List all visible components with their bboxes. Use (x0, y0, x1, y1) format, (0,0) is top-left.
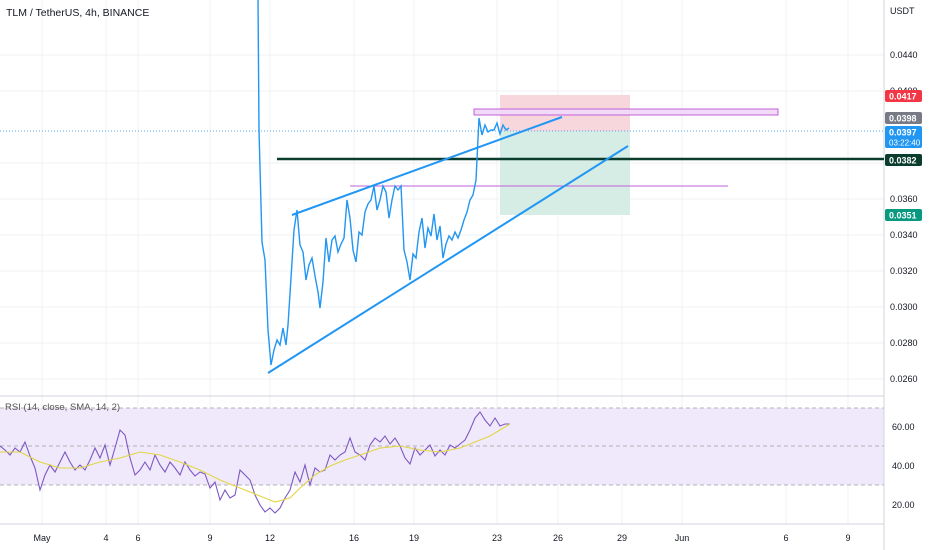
time-tick-label: 9 (207, 533, 212, 543)
time-tick-label: 12 (265, 533, 275, 543)
time-tick-label: 19 (409, 533, 419, 543)
price-badge-value: 0.0397 (889, 128, 917, 138)
price-badge-blue (885, 126, 922, 148)
rsi-band (0, 408, 884, 485)
price-badge-red (885, 90, 922, 102)
lower-trendline[interactable] (267, 145, 629, 374)
price-tick-label: 0.0260 (890, 374, 918, 384)
price-tick-label: 0.0320 (890, 266, 918, 276)
price-tick-label: 0.0280 (890, 338, 918, 348)
price-badge-value: 0.0382 (889, 156, 917, 166)
time-tick-label: 26 (553, 533, 563, 543)
time-tick-label: 6 (783, 533, 788, 543)
price-badge-dark (885, 154, 922, 166)
chart-title[interactable]: TLM / TetherUS, 4h, BINANCE (6, 7, 150, 19)
price-badge-value: 0.0398 (889, 114, 917, 124)
time-tick-label: May (33, 533, 51, 543)
price-series-line[interactable] (257, 0, 510, 366)
time-tick-label: 29 (617, 533, 627, 543)
time-tick-label: 16 (349, 533, 359, 543)
time-tick-label: 23 (492, 533, 502, 543)
time-axis[interactable]: May 4 6 9 12 16 19 23 26 29 Jun 6 9 (33, 533, 850, 543)
rsi-tick-label: 60.00 (892, 422, 915, 432)
time-tick-label: 9 (845, 533, 850, 543)
rsi-axis[interactable]: 60.00 40.00 20.00 (892, 422, 915, 510)
price-badge-gray (885, 112, 922, 124)
currency-label: USDT (890, 6, 915, 16)
rsi-ma-series-line[interactable] (0, 423, 511, 503)
price-badge-green (885, 209, 922, 221)
time-tick-label: 4 (103, 533, 108, 543)
price-tick-label: 0.0440 (890, 50, 918, 60)
rsi-tick-label: 40.00 (892, 461, 915, 471)
take-profit-zone[interactable] (500, 131, 630, 215)
rsi-indicator-label[interactable]: RSI (14, close, SMA, 14, 2) (5, 402, 121, 413)
price-tick-label: 0.0300 (890, 302, 918, 312)
resistance-box[interactable] (473, 108, 779, 116)
price-badge-value: 0.0417 (889, 92, 917, 102)
upper-trendline[interactable] (291, 116, 563, 216)
rsi-tick-label: 20.00 (892, 500, 915, 510)
price-tick-label: 0.0360 (890, 194, 918, 204)
price-badge-value: 0.0351 (889, 211, 917, 221)
price-badge-countdown: 03:22:40 (889, 139, 921, 148)
time-tick-label: Jun (675, 533, 690, 543)
time-tick-label: 6 (135, 533, 140, 543)
price-tick-label: 0.0340 (890, 230, 918, 240)
